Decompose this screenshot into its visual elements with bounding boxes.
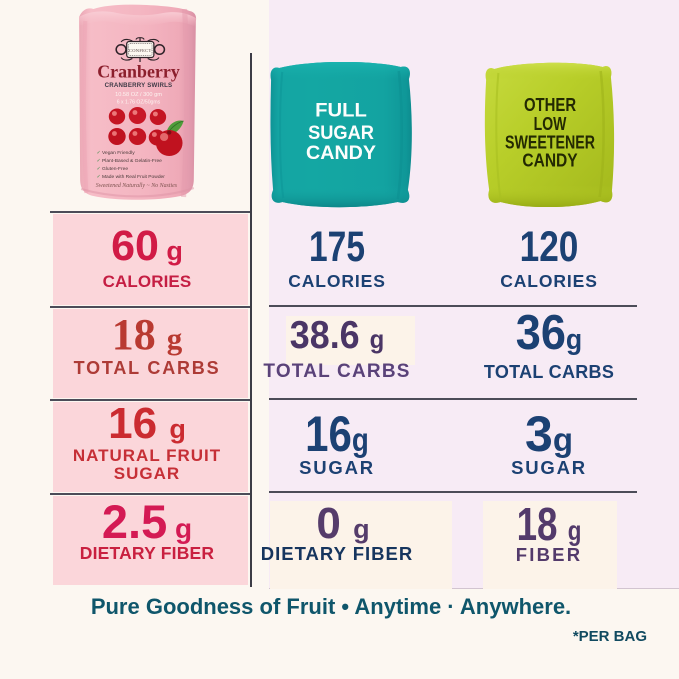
svg-text:OTHER: OTHER	[524, 94, 577, 115]
svg-text:✓ Vegan Friendly: ✓ Vegan Friendly	[97, 150, 136, 156]
svg-text:10.58 OZ / 300 gm: 10.58 OZ / 300 gm	[115, 92, 162, 98]
svg-text:✓ Gluten-Free: ✓ Gluten-Free	[97, 166, 129, 172]
svg-text:SWEETENER: SWEETENER	[505, 132, 595, 153]
svg-text:CRANBERRY SWIRLS: CRANBERRY SWIRLS	[105, 83, 173, 89]
svg-text:✓ Plant-Based & Gelatin-Free: ✓ Plant-Based & Gelatin-Free	[97, 158, 163, 164]
svg-text:Cranberry: Cranberry	[97, 62, 180, 82]
svg-text:✓ Made with Real Fruit Powder: ✓ Made with Real Fruit Powder	[97, 174, 166, 180]
svg-text:LOW: LOW	[534, 113, 567, 134]
svg-text:SUGAR: SUGAR	[308, 122, 374, 144]
svg-text:CONFECT: CONFECT	[129, 48, 152, 53]
svg-text:CANDY: CANDY	[522, 150, 578, 171]
svg-text:6 x 1.76 OZ/50gms: 6 x 1.76 OZ/50gms	[117, 100, 161, 106]
svg-text:FULL: FULL	[315, 100, 367, 122]
svg-text:CANDY: CANDY	[306, 142, 376, 164]
svg-text:Sweetened Naturally ~ No Nasti: Sweetened Naturally ~ No Nasties	[96, 183, 178, 189]
